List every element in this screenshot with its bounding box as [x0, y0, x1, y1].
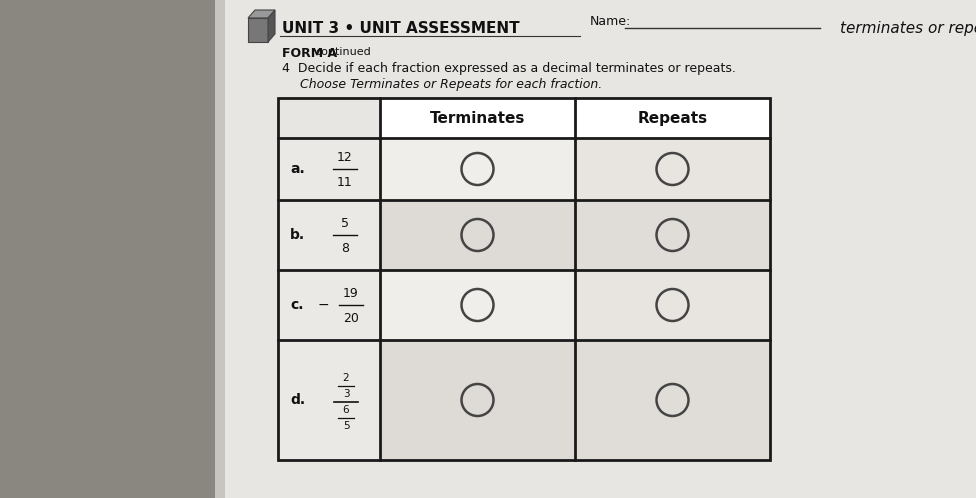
Text: continued: continued [315, 47, 371, 57]
Text: Choose Terminates or Repeats for each fraction.: Choose Terminates or Repeats for each fr… [300, 78, 602, 91]
Bar [575, 270, 770, 340]
Text: 19: 19 [344, 286, 359, 299]
Text: c.: c. [290, 298, 304, 312]
Bar [380, 98, 770, 138]
Text: FORM A: FORM A [282, 47, 337, 60]
Bar [575, 340, 770, 460]
Text: −: − [317, 298, 329, 312]
Bar [278, 98, 770, 460]
Bar [215, 0, 225, 498]
Text: 12: 12 [337, 150, 353, 163]
Bar [278, 340, 380, 460]
Bar [575, 138, 770, 200]
Bar [380, 340, 575, 460]
Text: 11: 11 [337, 175, 353, 189]
Bar [278, 98, 380, 138]
Text: Terminates: Terminates [429, 111, 525, 125]
Text: 3: 3 [343, 389, 349, 399]
Bar [278, 138, 380, 200]
Text: 8: 8 [341, 242, 349, 254]
Bar [380, 200, 575, 270]
Text: 2: 2 [343, 373, 349, 383]
Polygon shape [248, 10, 275, 18]
Polygon shape [268, 10, 275, 42]
Bar [575, 200, 770, 270]
Bar [0, 0, 230, 498]
Polygon shape [248, 18, 268, 42]
Text: 20: 20 [343, 312, 359, 325]
Text: Repeats: Repeats [637, 111, 708, 125]
Bar [380, 270, 575, 340]
Text: b.: b. [290, 228, 305, 242]
Bar [278, 270, 380, 340]
Text: 5: 5 [343, 421, 349, 431]
Bar [215, 0, 976, 498]
Text: Name:: Name: [590, 15, 631, 28]
Text: 5: 5 [341, 217, 349, 230]
Text: UNIT 3 • UNIT ASSESSMENT: UNIT 3 • UNIT ASSESSMENT [282, 20, 519, 35]
Text: 6: 6 [343, 405, 349, 415]
Text: terminates or repeats.: terminates or repeats. [840, 20, 976, 35]
Text: 4  Decide if each fraction expressed as a decimal terminates or repeats.: 4 Decide if each fraction expressed as a… [282, 62, 736, 75]
Text: d.: d. [290, 393, 305, 407]
Bar [380, 138, 575, 200]
Bar [278, 200, 380, 270]
Text: a.: a. [290, 162, 305, 176]
